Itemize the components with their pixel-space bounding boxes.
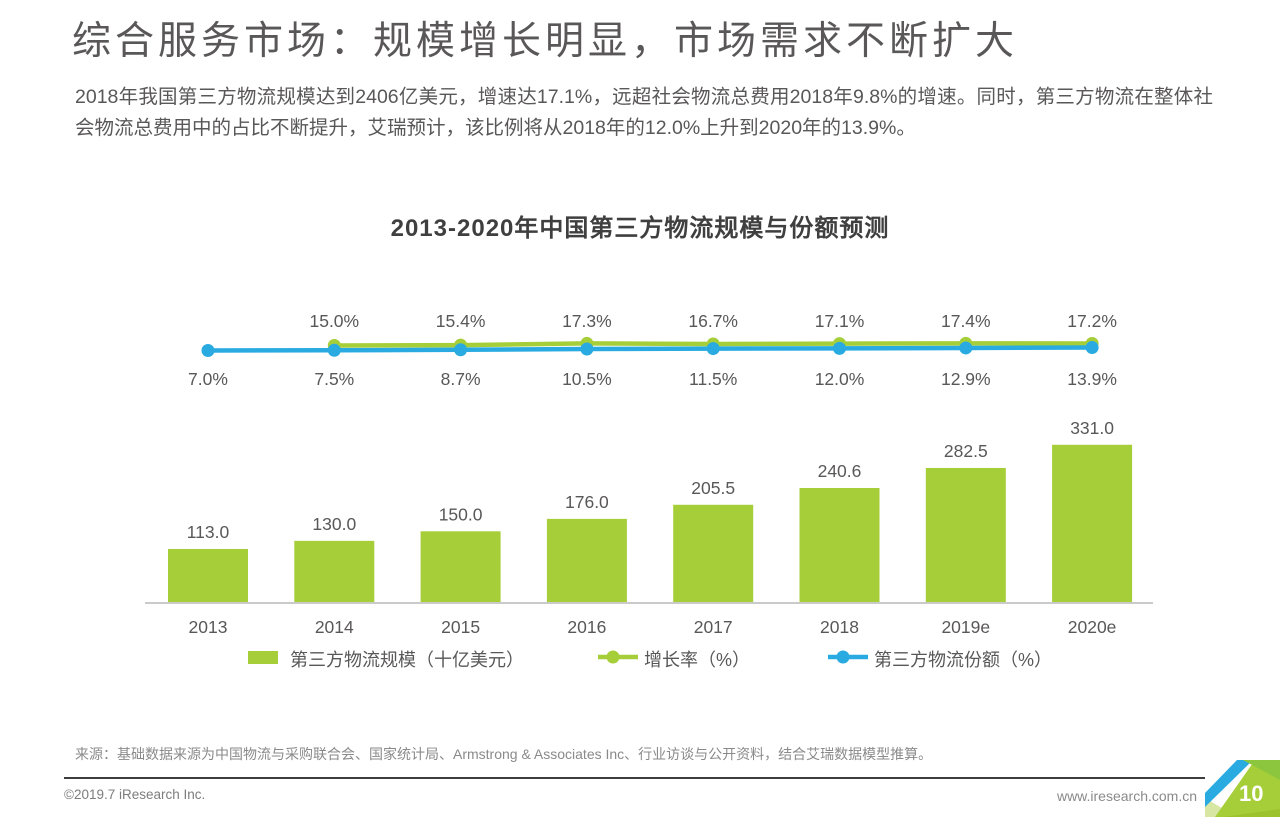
value-label: 16.7% [688, 311, 738, 331]
value-label: 13.9% [1067, 369, 1117, 389]
page-number: 10 [1239, 781, 1263, 806]
share-point [959, 341, 973, 355]
value-label: 10.5% [562, 369, 612, 389]
value-label: 150.0 [439, 504, 483, 524]
line-dot-icon [598, 649, 638, 670]
corner-green-triangle [1215, 760, 1280, 817]
share-line [207, 345, 1093, 353]
value-label: 2020e [1068, 617, 1117, 637]
value-label: 205.5 [691, 478, 735, 498]
chart-legend: 第三方物流规模（十亿美元） 增长率（%） 第三方物流份额（%） [0, 646, 1280, 676]
corner-decoration: 10 [1205, 760, 1280, 817]
chart-title: 2013-2020年中国第三方物流规模与份额预测 [390, 215, 890, 242]
bar-swatch-icon [244, 649, 284, 670]
share-point [706, 342, 720, 356]
legend-item-bar-series: 第三方物流规模（十亿美元） [244, 646, 524, 672]
bar [673, 504, 754, 603]
value-label: 331.0 [1070, 418, 1114, 438]
value-label: 17.4% [941, 311, 991, 331]
value-label: 11.5% [689, 369, 737, 389]
share-point [327, 343, 341, 357]
corner-dark-green-triangle [1243, 760, 1280, 780]
legend-item-share-series: 第三方物流份额（%） [828, 646, 1052, 672]
bar [294, 540, 375, 603]
bar [546, 518, 627, 603]
line-dot-icon [828, 649, 868, 670]
value-label: 2013 [189, 617, 228, 637]
value-label: 2019e [941, 617, 990, 637]
legend-item-growth-series: 增长率（%） [598, 646, 750, 672]
chart-section: 2013-2020年中国第三方物流规模与份额预测 113.0 130.0 150.0… [0, 200, 1280, 690]
bar [168, 548, 248, 603]
share-point [454, 343, 468, 357]
footer-website: www.iresearch.com.cn [1056, 788, 1197, 804]
corner-bottom-strip [1223, 809, 1280, 817]
bar [1052, 444, 1133, 603]
value-label: 7.5% [314, 369, 354, 389]
value-label: 12.9% [941, 369, 991, 389]
share-point [833, 341, 846, 355]
footer-copyright: ©2019.7 iResearch Inc. [64, 787, 206, 802]
value-label: 17.1% [815, 311, 865, 331]
value-label: 2016 [567, 617, 606, 637]
value-label: 8.7% [441, 369, 481, 389]
legend-label: 第三方物流规模（十亿美元） [290, 650, 524, 670]
bar [925, 467, 1006, 603]
legend-label: 增长率（%） [644, 650, 751, 670]
value-label: 2017 [694, 617, 733, 637]
value-label: 240.6 [818, 461, 862, 481]
share-point [580, 342, 594, 356]
bar [420, 531, 501, 603]
intro-paragraph: 2018年我国第三方物流规模达到2406亿美元，增速达17.1%，远超社会物流总… [75, 86, 1213, 139]
share-point [1085, 341, 1099, 355]
value-label: 2018 [820, 617, 859, 637]
value-label: 176.0 [565, 492, 609, 512]
value-label: 15.4% [436, 311, 486, 331]
value-label: 7.0% [188, 369, 228, 389]
combo-chart: 113.0 130.0 150.0 176.0 205.5 240.6 282.5 331.0… [145, 311, 1153, 637]
share-point [201, 344, 215, 357]
value-label: 113.0 [187, 522, 230, 542]
value-label: 17.3% [562, 311, 612, 331]
legend-label: 第三方物流份额（%） [874, 650, 1053, 670]
page-title: 综合服务市场：规模增长明显，市场需求不断扩大 [72, 20, 1019, 63]
value-label: 282.5 [944, 441, 988, 461]
value-label: 2014 [315, 617, 354, 637]
value-label: 130.0 [312, 514, 356, 534]
value-label: 17.2% [1067, 311, 1117, 331]
bar [799, 487, 880, 603]
footer-divider [64, 777, 1205, 779]
value-label: 15.0% [309, 311, 359, 331]
value-label: 2015 [441, 617, 480, 637]
corner-blue-band [1205, 760, 1253, 807]
value-label: 12.0% [815, 369, 865, 389]
source-note: 来源：基础数据来源为中国物流与采购联合会、国家统计局、Armstrong & A… [75, 746, 933, 762]
